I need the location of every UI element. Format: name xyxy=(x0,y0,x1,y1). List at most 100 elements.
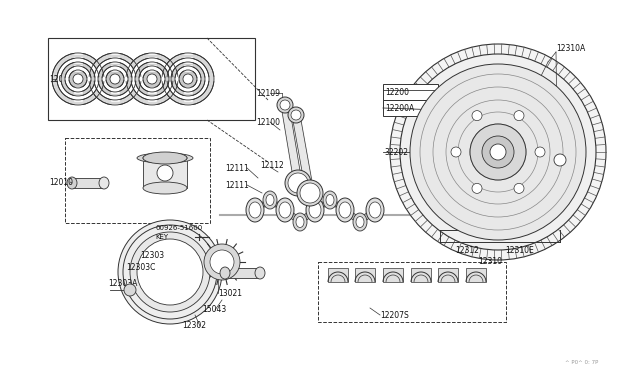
Circle shape xyxy=(390,44,606,260)
Text: 12310E: 12310E xyxy=(505,246,534,254)
Text: ^ P0^ 0: 7P: ^ P0^ 0: 7P xyxy=(565,359,598,365)
Text: KEY: KEY xyxy=(155,234,168,240)
Circle shape xyxy=(210,250,234,274)
Circle shape xyxy=(94,58,136,100)
Circle shape xyxy=(102,66,128,92)
Ellipse shape xyxy=(336,198,354,222)
Ellipse shape xyxy=(323,191,337,209)
Circle shape xyxy=(472,110,482,121)
Text: 12100: 12100 xyxy=(256,118,280,126)
Circle shape xyxy=(110,74,120,84)
Ellipse shape xyxy=(277,97,293,113)
Bar xyxy=(328,268,348,282)
Ellipse shape xyxy=(291,110,301,120)
Circle shape xyxy=(61,62,95,96)
Text: 12302: 12302 xyxy=(182,321,206,330)
Circle shape xyxy=(123,225,217,319)
Polygon shape xyxy=(280,210,304,222)
Text: 12111: 12111 xyxy=(225,180,249,189)
Text: 32202: 32202 xyxy=(384,148,408,157)
Bar xyxy=(65,138,210,223)
Bar xyxy=(355,268,375,282)
Ellipse shape xyxy=(263,191,277,209)
Polygon shape xyxy=(250,200,274,210)
Polygon shape xyxy=(310,200,334,210)
Ellipse shape xyxy=(296,217,304,228)
Text: 12111: 12111 xyxy=(225,164,249,173)
Circle shape xyxy=(179,70,197,88)
Circle shape xyxy=(535,147,545,157)
Circle shape xyxy=(482,136,514,168)
Ellipse shape xyxy=(99,177,109,189)
Circle shape xyxy=(470,124,526,180)
Text: 12310: 12310 xyxy=(478,257,502,266)
Circle shape xyxy=(98,62,132,96)
Circle shape xyxy=(65,66,91,92)
Polygon shape xyxy=(266,200,290,210)
Circle shape xyxy=(175,66,201,92)
Ellipse shape xyxy=(300,183,320,203)
Polygon shape xyxy=(326,200,350,210)
Circle shape xyxy=(89,53,141,105)
Text: 12207S: 12207S xyxy=(380,311,409,320)
Ellipse shape xyxy=(276,198,294,222)
Ellipse shape xyxy=(143,182,187,194)
Circle shape xyxy=(183,74,193,84)
Circle shape xyxy=(69,70,87,88)
Ellipse shape xyxy=(143,153,187,163)
Circle shape xyxy=(126,53,178,105)
Text: 00926-51600: 00926-51600 xyxy=(155,225,202,231)
Ellipse shape xyxy=(137,153,193,163)
Polygon shape xyxy=(296,210,320,222)
Ellipse shape xyxy=(297,180,323,206)
Ellipse shape xyxy=(288,173,308,193)
Circle shape xyxy=(514,110,524,121)
Ellipse shape xyxy=(366,198,384,222)
Circle shape xyxy=(204,244,240,280)
Ellipse shape xyxy=(309,202,321,218)
Text: 12112: 12112 xyxy=(260,160,284,170)
Text: 12310A: 12310A xyxy=(556,44,585,52)
Circle shape xyxy=(157,165,173,181)
Bar xyxy=(411,268,431,282)
Ellipse shape xyxy=(306,198,324,222)
Polygon shape xyxy=(340,210,364,222)
Bar xyxy=(438,268,458,282)
Bar xyxy=(225,268,260,278)
Circle shape xyxy=(171,62,205,96)
Bar xyxy=(383,100,438,116)
Polygon shape xyxy=(356,210,380,222)
Text: 13021: 13021 xyxy=(218,289,242,298)
Ellipse shape xyxy=(220,267,230,279)
Circle shape xyxy=(57,58,99,100)
Circle shape xyxy=(490,144,506,160)
Ellipse shape xyxy=(369,202,381,218)
Bar xyxy=(383,268,403,282)
Ellipse shape xyxy=(356,217,364,228)
Circle shape xyxy=(124,284,136,296)
Circle shape xyxy=(514,183,524,193)
Bar xyxy=(48,38,255,120)
Circle shape xyxy=(118,220,222,324)
Ellipse shape xyxy=(293,213,307,231)
Ellipse shape xyxy=(339,202,351,218)
Ellipse shape xyxy=(143,152,187,164)
Circle shape xyxy=(106,70,124,88)
Text: 12109: 12109 xyxy=(256,89,280,97)
Circle shape xyxy=(554,154,566,166)
Circle shape xyxy=(135,62,169,96)
Ellipse shape xyxy=(285,170,311,196)
Text: 12312: 12312 xyxy=(455,246,479,254)
Text: 12200A: 12200A xyxy=(385,103,414,112)
Circle shape xyxy=(472,183,482,193)
Bar xyxy=(383,84,438,100)
Circle shape xyxy=(130,232,210,312)
Ellipse shape xyxy=(410,64,586,240)
Text: 12303A: 12303A xyxy=(108,279,138,289)
Text: 12303C: 12303C xyxy=(126,263,156,273)
Polygon shape xyxy=(281,104,302,184)
Circle shape xyxy=(167,58,209,100)
Circle shape xyxy=(52,53,104,105)
Ellipse shape xyxy=(148,153,182,163)
Bar xyxy=(318,262,506,322)
